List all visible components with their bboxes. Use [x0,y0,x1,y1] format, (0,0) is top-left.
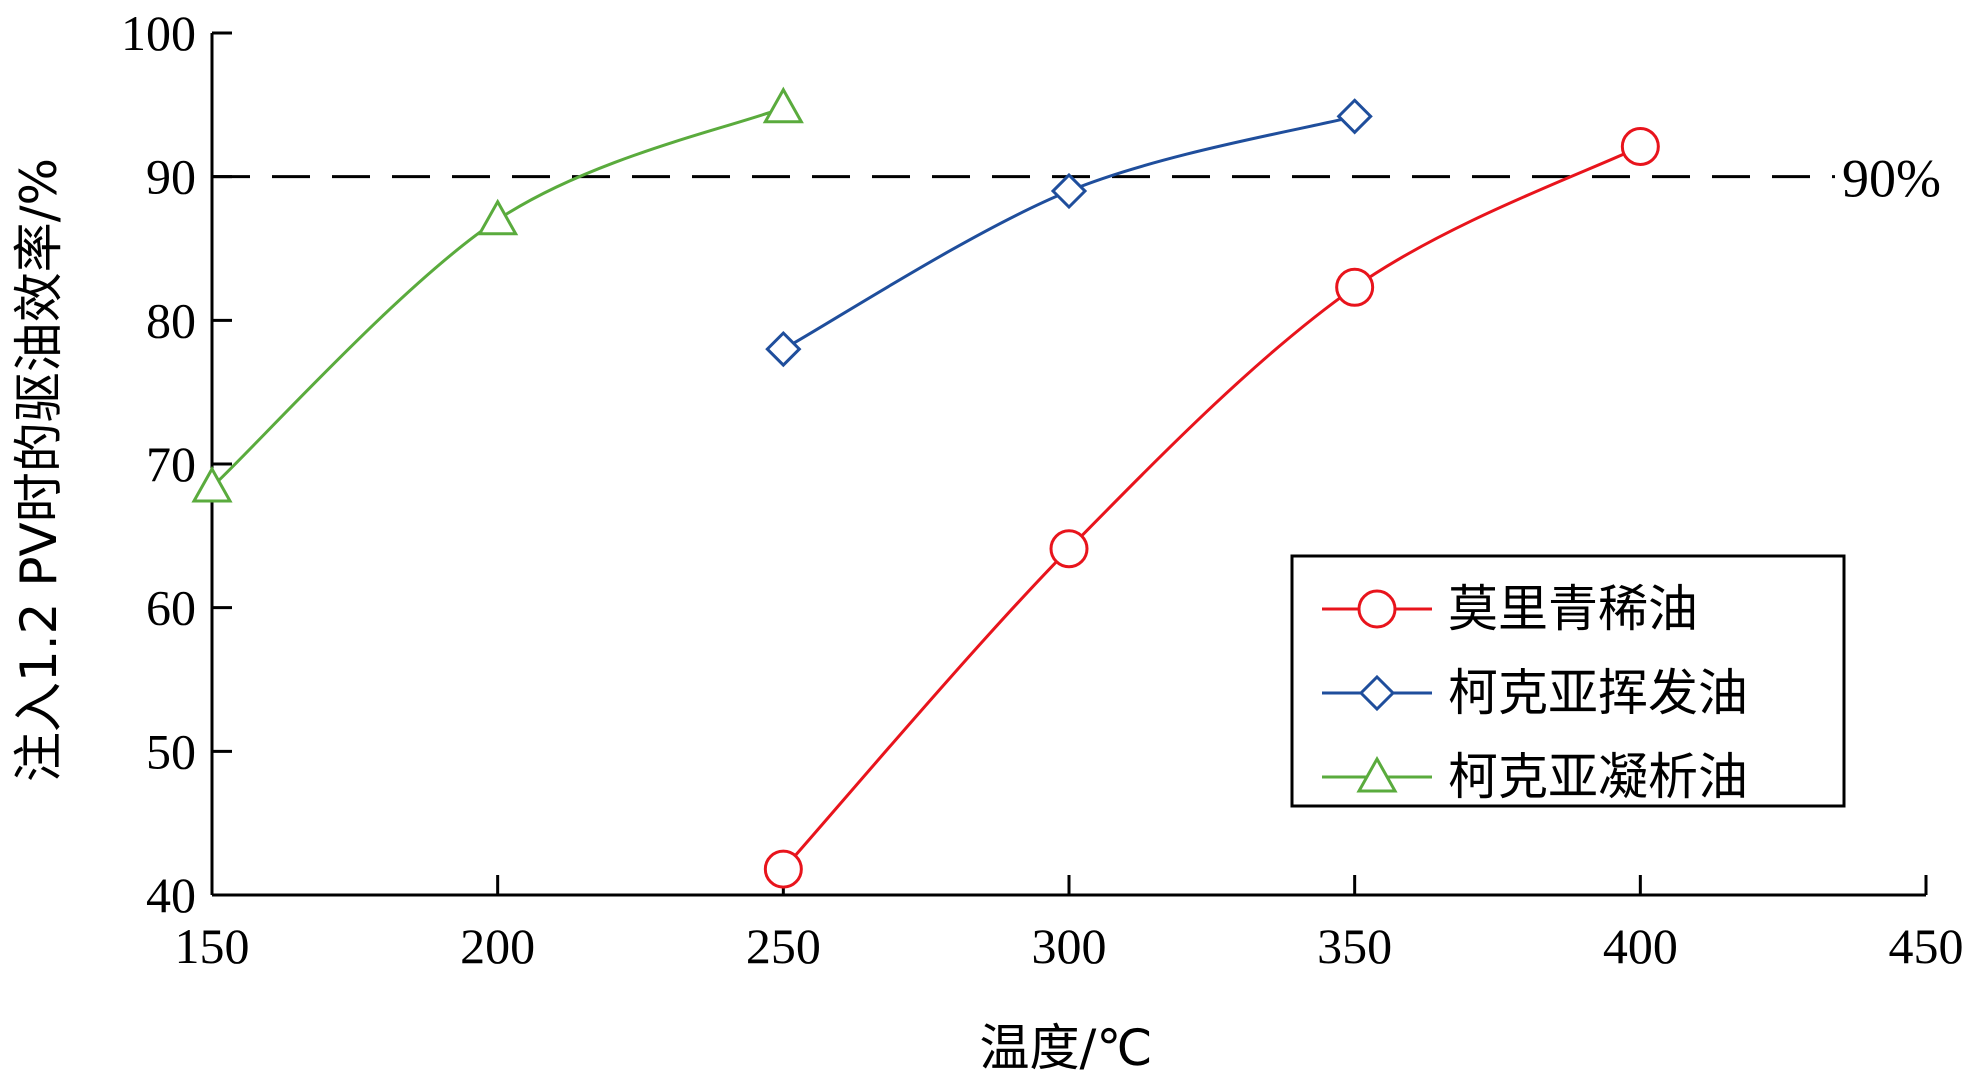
legend-item: 莫里青稀油 [1322,580,1698,638]
data-point-circle [1335,267,1375,307]
y-tick-label: 70 [146,436,196,492]
data-point-triangle [191,465,233,503]
x-tick-label: 150 [175,918,250,974]
data-point-circle [1620,126,1660,166]
axes: 40 50 60 70 80 90 100 150 200 250 300 350 400 450 [121,5,1964,974]
data-point-diamond [1358,674,1396,712]
y-tick-label: 100 [121,5,196,61]
legend-label: 莫里青稀油 [1448,580,1698,638]
series-line [210,106,784,489]
x-tick-label: 300 [1032,918,1107,974]
x-tick-label: 250 [746,918,821,974]
data-point-circle [763,849,803,889]
series-2 [765,98,1373,368]
data-point-circle [1049,529,1089,569]
series-line [782,114,1356,351]
reference-line-group: 90% [212,149,1941,209]
reference-line-label: 90% [1842,149,1941,209]
legend-label: 柯克亚凝析油 [1448,748,1748,806]
x-tick-label: 400 [1603,918,1678,974]
y-tick-label: 90 [146,149,196,205]
y-tick-label: 40 [146,867,196,923]
x-axis-title: 温度/℃ [980,1019,1153,1077]
x-tick-label: 200 [460,918,535,974]
data-point-diamond [1336,98,1373,135]
y-tick-label: 60 [146,580,196,636]
data-point-triangle [762,86,804,124]
data-point-triangle [1356,755,1398,793]
series-line [782,145,1641,871]
data-point-diamond [1050,172,1088,210]
y-axis-title: 注入1.2 PV时的驱油效率/% [10,158,68,782]
legend-item: 柯克亚挥发油 [1322,664,1748,722]
x-tick-label: 450 [1889,918,1964,974]
series-group [191,86,1660,889]
legend-label: 柯克亚挥发油 [1448,664,1748,722]
y-tick-label: 80 [146,292,196,348]
y-tick-label: 50 [146,723,196,779]
legend-item: 柯克亚凝析油 [1322,748,1748,806]
data-point-diamond [765,330,802,368]
series-1 [763,126,1660,889]
data-point-triangle [477,198,519,236]
series-3 [191,86,804,503]
x-tick-label: 350 [1317,918,1392,974]
data-point-circle [1357,589,1397,629]
